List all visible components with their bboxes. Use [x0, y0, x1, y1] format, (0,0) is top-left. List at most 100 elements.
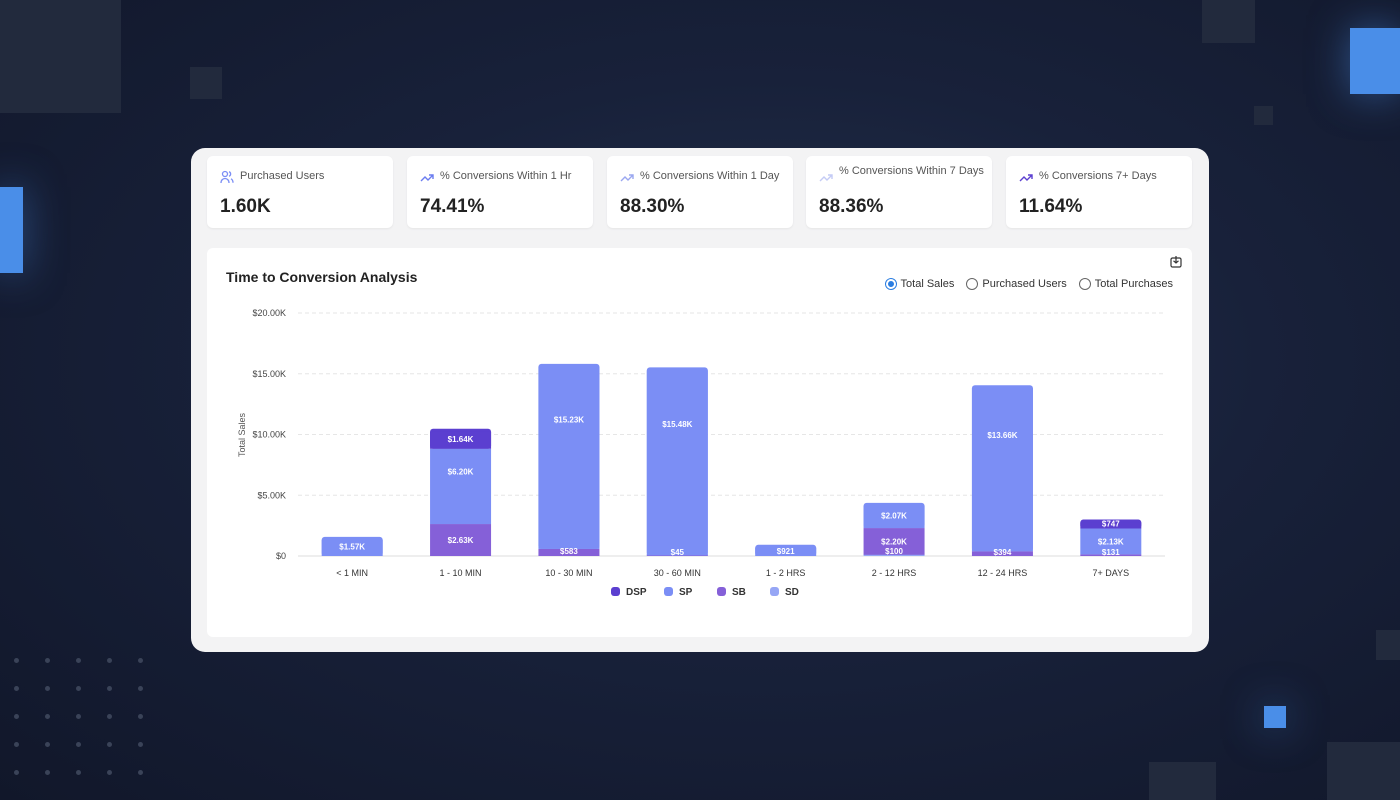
decor-dot: [107, 770, 112, 775]
decor-blue-square: [1350, 28, 1400, 94]
x-tick-label: 1 - 2 HRS: [766, 568, 806, 578]
legend-swatch-sd[interactable]: [770, 587, 779, 596]
radio-purchased-users[interactable]: Purchased Users: [966, 278, 1067, 290]
decor-dot: [76, 714, 81, 719]
kpi-label: % Conversions Within 7 Days: [839, 165, 984, 177]
bar-segment-sb[interactable]: [430, 524, 492, 556]
trend-up-icon: [420, 174, 434, 182]
data-label: $2.20K: [881, 537, 907, 546]
data-label: $15.23K: [554, 415, 584, 424]
bar-segment-fill: [971, 388, 1033, 552]
y-tick-label: $5.00K: [257, 490, 286, 500]
decor-square: [0, 0, 121, 113]
data-label: $13.66K: [987, 431, 1017, 440]
data-label: $2.13K: [1098, 537, 1124, 546]
y-tick-label: $20.00K: [252, 308, 286, 318]
kpi-card: % Conversions Within 1 Day 88.30%: [607, 156, 793, 228]
decor-dot: [138, 742, 143, 747]
data-label: $921: [777, 547, 795, 556]
kpi-label: Purchased Users: [240, 170, 325, 182]
y-tick-label: $15.00K: [252, 369, 286, 379]
kpi-card: % Conversions 7+ Days 11.64%: [1006, 156, 1192, 228]
bar-segment-fill: [1080, 522, 1142, 529]
data-label: $131: [1102, 548, 1120, 557]
data-label: $6.20K: [448, 467, 474, 476]
kpi-label: % Conversions 7+ Days: [1039, 170, 1157, 182]
bar-segment-sp[interactable]: [1080, 528, 1142, 555]
decor-dot: [76, 686, 81, 691]
kpi-label: % Conversions Within 1 Day: [640, 170, 780, 182]
decor-dot: [76, 742, 81, 747]
kpi-card: % Conversions Within 1 Hr 74.41%: [407, 156, 593, 228]
legend-label[interactable]: SB: [732, 587, 746, 598]
y-axis-label: Total Sales: [237, 412, 247, 457]
decor-dot: [14, 770, 19, 775]
decor-dot: [138, 770, 143, 775]
decor-dot: [14, 686, 19, 691]
decor-dot: [107, 714, 112, 719]
bar-segment-fill: [755, 547, 817, 556]
decor-dot: [138, 714, 143, 719]
data-label: $1.57K: [339, 542, 365, 551]
bar-segment-fill: [430, 431, 492, 449]
legend-swatch-dsp[interactable]: [611, 587, 620, 596]
users-icon: [220, 170, 234, 184]
decor-dot: [138, 686, 143, 691]
decor-dot: [14, 742, 19, 747]
decor-dots: [14, 658, 146, 775]
decor-square: [1254, 106, 1273, 125]
decor-dot: [45, 742, 50, 747]
radio-circle[interactable]: [966, 278, 979, 290]
chart-panel: Time to Conversion Analysis Total Sales P…: [207, 248, 1192, 637]
trend-up-icon: [819, 174, 833, 182]
legend-label[interactable]: SP: [679, 587, 693, 598]
bar-segment-sb[interactable]: [1080, 554, 1142, 556]
x-tick-label: 10 - 30 MIN: [545, 568, 592, 578]
decor-dot: [45, 686, 50, 691]
bar-segment-fill: [321, 539, 383, 556]
decor-dot: [76, 770, 81, 775]
bar-segment-sb[interactable]: [971, 551, 1033, 556]
bar-segment-fill: [863, 505, 925, 529]
x-tick-label: 1 - 10 MIN: [440, 568, 482, 578]
decor-dot: [45, 714, 50, 719]
data-label: $100: [885, 547, 903, 556]
decor-dot: [107, 742, 112, 747]
kpi-value: 88.36%: [819, 196, 884, 217]
decor-dot: [14, 714, 19, 719]
radio-total-sales[interactable]: Total Sales: [884, 278, 954, 290]
download-icon[interactable]: [1170, 256, 1182, 268]
decor-dot: [107, 658, 112, 663]
decor-dot: [45, 770, 50, 775]
x-tick-label: < 1 MIN: [336, 568, 368, 578]
legend-label[interactable]: SD: [785, 587, 799, 598]
decor-square: [190, 67, 222, 99]
kpi-card: % Conversions Within 7 Days 88.36%: [806, 156, 992, 228]
radio-circle[interactable]: [1078, 278, 1091, 290]
bar-segment-sb[interactable]: [538, 548, 600, 556]
kpi-value: 11.64%: [1019, 196, 1083, 217]
legend-label[interactable]: DSP: [626, 587, 647, 598]
radio-circle[interactable]: [884, 278, 897, 290]
decor-square: [1149, 762, 1216, 800]
legend-swatch-sp[interactable]: [664, 587, 673, 596]
decor-dot: [14, 658, 19, 663]
bar-segment-sb[interactable]: [863, 528, 925, 555]
decor-blue-square: [1264, 706, 1286, 728]
radio-label: Purchased Users: [982, 278, 1067, 290]
bar-segment-sd[interactable]: [863, 554, 925, 557]
y-tick-label: $0: [276, 551, 286, 561]
bar-segment-fill: [538, 366, 600, 549]
decor-dot: [45, 658, 50, 663]
radio-total-purchases[interactable]: Total Purchases: [1078, 278, 1173, 290]
x-tick-label: 2 - 12 HRS: [872, 568, 917, 578]
legend-swatch-sb[interactable]: [717, 587, 726, 596]
bar-segment-sp[interactable]: [430, 448, 492, 525]
data-label: $45: [671, 548, 685, 557]
decor-square: [1202, 0, 1255, 43]
data-label: $1.64K: [448, 435, 474, 444]
decor-square: [1327, 742, 1400, 800]
decor-dot: [76, 658, 81, 663]
data-label: $747: [1102, 520, 1120, 529]
trend-up-icon: [1019, 174, 1033, 182]
